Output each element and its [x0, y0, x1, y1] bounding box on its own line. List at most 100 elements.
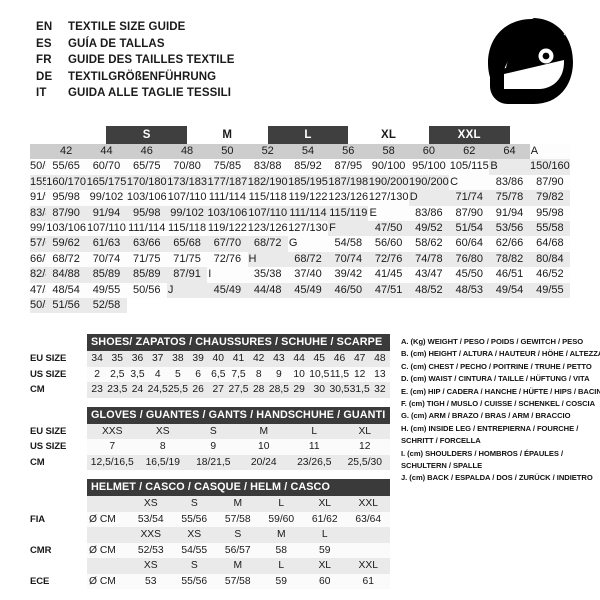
- measure-cell: 48/54: [46, 282, 87, 298]
- sub-cell: S: [209, 425, 217, 437]
- measure-cell: 67/70: [207, 236, 248, 252]
- size-group-l: L: [267, 126, 349, 144]
- measure-cell: 80/84: [529, 251, 570, 268]
- size-group-xxl: XXL: [428, 126, 510, 144]
- measure-cell: 187/198: [328, 174, 369, 191]
- measure-cell: 56/60: [368, 236, 409, 252]
- sub-cell: 12: [353, 368, 366, 380]
- language-row: EN TEXTILE SIZE GUIDE: [36, 21, 336, 38]
- sub-cell: 7,5: [231, 368, 246, 380]
- measure-cell: 79/82: [529, 190, 570, 206]
- measure-cell: 59/62: [46, 236, 87, 252]
- measure-cell: 91/94: [30, 190, 58, 206]
- sub-cell: 44: [293, 353, 305, 365]
- size-header-44: 44: [86, 144, 127, 160]
- sub-cell: 24,5: [147, 384, 168, 396]
- measure-cell: 170/180: [126, 174, 167, 191]
- measurement-legend: A. (Kg) WEIGHT / PESO / POIDS / GEWITCH …: [401, 336, 600, 485]
- sub-cell: 26: [192, 384, 204, 396]
- measure-cell: 91/94: [86, 205, 127, 221]
- measure-cell: 82/86: [30, 267, 58, 283]
- measure-cell: 177/187: [207, 174, 248, 191]
- helmet-value: 57/58: [224, 513, 251, 525]
- language-row: DE TEXTILGRÖßENFÜHRUNG: [36, 71, 336, 88]
- measure-row-label-D: D: [408, 190, 450, 206]
- helmet-size-label: L: [278, 498, 285, 510]
- sub-cell: 18/21,5: [196, 456, 231, 468]
- measure-cell: 103/106: [46, 220, 87, 237]
- helmet-size-label: XS: [143, 560, 158, 572]
- measure-cell: 55/58: [529, 220, 570, 237]
- measure-cell: 50/56: [30, 297, 58, 314]
- measure-cell: 173/183: [166, 174, 208, 191]
- measure-cell: 111/114: [287, 205, 329, 221]
- gloves-section-title: GLOVES / GUANTES / GANTS / HANDSCHUHE / …: [87, 406, 390, 424]
- measure-row-label-I: I: [207, 267, 248, 283]
- measure-cell: 95/98: [529, 205, 570, 221]
- measure-cell: 85/89: [126, 267, 167, 283]
- measure-cell: 85/92: [287, 159, 329, 175]
- helmet-size-label: S: [234, 529, 242, 541]
- measure-cell: 99/102: [86, 190, 127, 206]
- sub-cell: 20/24: [250, 456, 277, 468]
- racing-helmet-icon: [480, 16, 580, 108]
- helmet-size-label: S: [190, 498, 198, 510]
- measure-cell: 37/40: [287, 267, 329, 283]
- measure-cell: 39/42: [328, 267, 369, 283]
- helmet-value-row: ECE Ø CM 53 55/56 57/58 59 60 61: [30, 573, 390, 589]
- language-code: EN: [36, 21, 53, 33]
- measure-cell: 45/50: [449, 267, 490, 283]
- helmet-value: 57/58: [224, 575, 251, 587]
- helmet-value: 55/56: [181, 575, 208, 587]
- size-header-60: 60: [408, 144, 450, 160]
- language-title: GUIDA ALLE TAGLIE TESSILI: [68, 87, 232, 99]
- helmet-value: 63/64: [355, 513, 382, 525]
- main-size-table: S M L XL XXL 42 44 46 48 50 52 54 56 58 60 62 64 A 50/60 5…: [30, 126, 570, 314]
- measure-cell: 46/52: [529, 267, 570, 283]
- size-header-50: 50: [207, 144, 248, 160]
- measure-cell: 48/53: [449, 282, 490, 298]
- measure-cell: 43/47: [408, 267, 450, 283]
- sub-cell: 8: [255, 368, 262, 380]
- helmet-size-label: S: [190, 560, 198, 572]
- helmet-size-row: XS S M L XL XXL: [30, 496, 390, 512]
- legend-line: SCHULTERN / SPALLE: [401, 461, 483, 471]
- helmet-size-row: XS S M L XL XXL: [30, 558, 390, 574]
- measure-cell: 72/76: [368, 251, 409, 268]
- measure-cell: 95/100: [408, 159, 450, 175]
- measure-cell: 103/106: [126, 190, 167, 206]
- helmet-value: 55/56: [181, 513, 208, 525]
- measure-row-label-A: A: [529, 144, 570, 160]
- sub-table-row: EU SIZE 34 35 36 37 38 39 40 41 42 43 44 45 46 47 48: [30, 351, 390, 367]
- measure-cell: 87/90: [46, 205, 87, 221]
- sub-cell: 31,5: [349, 384, 370, 396]
- measure-row-label-B: B: [489, 159, 530, 175]
- legend-line: D. (cm) WAIST / CINTURA / TAILLE / HÜFTU…: [401, 374, 590, 384]
- sub-cell: 8: [159, 441, 166, 453]
- legend-line: C. (cm) CHEST / PECHO / POITRINE / TRUHE…: [401, 361, 592, 371]
- sub-cell: 36: [131, 353, 144, 365]
- measure-row-label-C: C: [449, 174, 490, 191]
- measure-cell: 185/195: [287, 174, 329, 191]
- measure-cell: 74/78: [408, 251, 450, 268]
- measure-cell: 70/74: [86, 251, 127, 268]
- size-header-64: 64: [489, 144, 530, 160]
- measure-cell: 51/56: [46, 297, 87, 314]
- sub-cell: 25,5: [167, 384, 188, 396]
- measure-cell: 111/114: [207, 190, 248, 206]
- language-title: TEXTILE SIZE GUIDE: [68, 21, 186, 33]
- helmet-value: 52/53: [137, 544, 164, 556]
- size-group-bar: S M L XL XXL: [30, 126, 570, 144]
- shoes-rows: EU SIZE 34 35 36 37 38 39 40 41 42 43 44 45 46 47 48 US …: [30, 351, 390, 398]
- measure-cell: 83/88: [247, 159, 288, 175]
- sub-cell: 39: [192, 353, 204, 365]
- measure-cell: 87/90: [449, 205, 490, 221]
- sub-cell: 23/26,5: [297, 456, 332, 468]
- language-title: TEXTILGRÖßENFÜHRUNG: [68, 70, 217, 83]
- measure-cell: 87/95: [328, 159, 369, 175]
- legend-line: SCHRITT / FORCELLA: [401, 436, 481, 446]
- sub-cell: 37: [151, 353, 164, 365]
- size-header-46: 46: [126, 144, 167, 160]
- sub-cell: 12: [359, 441, 371, 453]
- language-row: IT GUIDA ALLE TAGLIE TESSILI: [36, 87, 336, 104]
